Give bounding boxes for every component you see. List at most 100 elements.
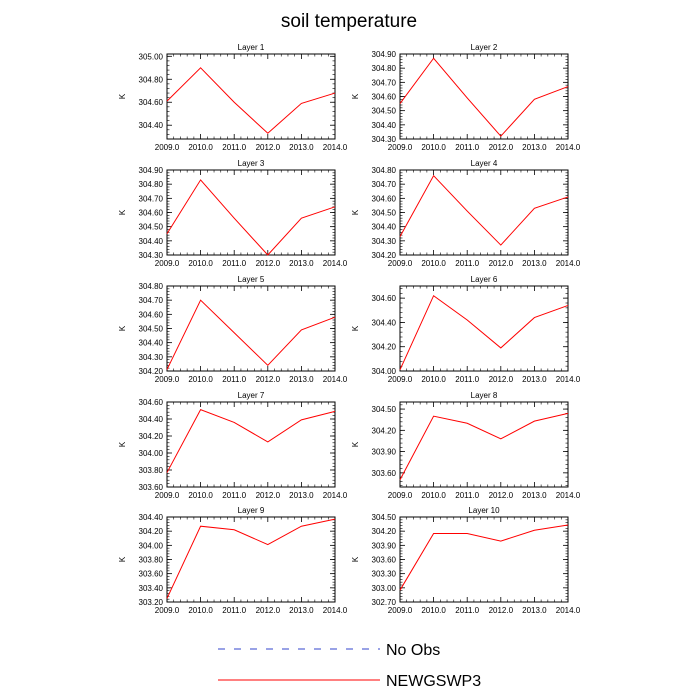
y-tick-label: 304.20 — [139, 367, 164, 376]
x-tick-label: 2013.0 — [522, 491, 547, 500]
y-tick-label: 304.20 — [372, 426, 397, 435]
panel-title: Layer 1 — [238, 43, 265, 52]
x-tick-label: 2013.0 — [289, 606, 314, 615]
y-tick-label: 303.20 — [139, 598, 164, 607]
x-tick-label: 2011.0 — [222, 491, 246, 500]
panel-title: Layer 9 — [238, 506, 265, 515]
y-tick-label: 304.20 — [372, 343, 397, 352]
x-tick-label: 2010.0 — [188, 259, 213, 268]
x-tick-label: 2010.0 — [421, 606, 446, 615]
y-tick-label: 304.80 — [139, 75, 164, 84]
x-tick-label: 2014.0 — [556, 143, 581, 152]
x-tick-label: 2014.0 — [323, 259, 348, 268]
x-tick-label: 2012.0 — [489, 491, 514, 500]
x-tick-label: 2013.0 — [522, 375, 547, 384]
y-tick-label: 303.00 — [372, 584, 397, 593]
y-axis-label: K — [351, 93, 360, 99]
series-line-newgswp3 — [399, 174, 569, 246]
x-tick-label: 2012.0 — [256, 491, 281, 500]
x-tick-label: 2013.0 — [522, 606, 547, 615]
x-tick-label: 2014.0 — [323, 491, 348, 500]
x-tick-label: 2012.0 — [256, 375, 281, 384]
x-tick-label: 2011.0 — [222, 375, 246, 384]
x-tick-label: 2011.0 — [455, 143, 479, 152]
y-tick-label: 304.80 — [139, 180, 164, 189]
x-tick-label: 2013.0 — [522, 259, 547, 268]
y-tick-label: 304.40 — [139, 121, 164, 130]
legend-label-no-obs: No Obs — [386, 642, 440, 659]
panels-group: Layer 1 K 2009.0 2010.0 2011.0 2012.0 2013.0 20… — [118, 43, 581, 615]
x-tick-label: 2014.0 — [323, 143, 348, 152]
y-tick-label: 303.90 — [372, 448, 397, 457]
y-tick-label: 304.60 — [372, 294, 397, 303]
y-tick-label: 304.00 — [139, 541, 164, 550]
x-tick-label: 2009.0 — [388, 375, 413, 384]
x-tick-label: 2013.0 — [289, 259, 314, 268]
x-tick-label: 2011.0 — [455, 491, 479, 500]
x-tick-label: 2010.0 — [188, 375, 213, 384]
panel-layer-5: Layer 5 K 2009.0 2010.0 2011.0 2012.0 2013.0 20… — [118, 275, 348, 384]
legend: No Obs NEWGSWP3 — [218, 642, 481, 690]
y-tick-label: 304.30 — [372, 135, 397, 144]
y-tick-label: 303.80 — [139, 466, 164, 475]
x-tick-label: 2009.0 — [155, 375, 180, 384]
y-tick-label: 304.90 — [139, 166, 164, 175]
x-tick-label: 2014.0 — [556, 375, 581, 384]
y-tick-label: 304.80 — [372, 166, 397, 175]
y-tick-label: 304.60 — [139, 98, 164, 107]
panel-frame — [166, 169, 336, 256]
x-tick-label: 2009.0 — [155, 143, 180, 152]
series-line-newgswp3 — [166, 179, 336, 256]
chart-title: soil temperature — [281, 11, 417, 32]
y-tick-label: 304.70 — [372, 78, 397, 87]
y-tick-label: 303.60 — [139, 483, 164, 492]
y-axis-label: K — [351, 325, 360, 331]
panel-frame — [399, 169, 569, 256]
y-tick-label: 304.30 — [372, 237, 397, 246]
y-axis-label: K — [118, 209, 127, 215]
y-tick-label: 303.30 — [372, 570, 397, 579]
panel-frame — [166, 401, 336, 488]
x-tick-label: 2013.0 — [289, 375, 314, 384]
y-tick-label: 303.80 — [139, 556, 164, 565]
y-tick-label: 304.50 — [372, 107, 397, 116]
y-tick-label: 303.60 — [372, 556, 397, 565]
y-tick-label: 304.00 — [139, 449, 164, 458]
x-tick-label: 2014.0 — [323, 606, 348, 615]
x-tick-label: 2012.0 — [256, 606, 281, 615]
x-tick-label: 2009.0 — [388, 259, 413, 268]
series-line-newgswp3 — [399, 412, 569, 481]
y-tick-label: 304.60 — [139, 209, 164, 218]
x-tick-label: 2011.0 — [455, 375, 479, 384]
panel-frame — [166, 516, 336, 603]
x-tick-label: 2009.0 — [388, 143, 413, 152]
panel-layer-10: Layer 10 K 2009.0 2010.0 2011.0 2012.0 2013.0 2… — [351, 506, 581, 615]
x-tick-label: 2010.0 — [421, 491, 446, 500]
panel-title: Layer 8 — [471, 391, 498, 400]
y-axis-label: K — [118, 441, 127, 447]
x-tick-label: 2010.0 — [421, 259, 446, 268]
panel-layer-1: Layer 1 K 2009.0 2010.0 2011.0 2012.0 2013.0 20… — [118, 43, 348, 152]
y-axis-label: K — [118, 325, 127, 331]
y-tick-label: 304.60 — [139, 398, 164, 407]
panel-title: Layer 2 — [471, 43, 498, 52]
x-tick-label: 2010.0 — [421, 143, 446, 152]
y-tick-label: 304.20 — [372, 251, 397, 260]
y-tick-label: 304.50 — [372, 513, 397, 522]
x-tick-label: 2012.0 — [489, 606, 514, 615]
y-tick-label: 304.40 — [139, 339, 164, 348]
panel-title: Layer 7 — [238, 391, 265, 400]
series-line-newgswp3 — [166, 518, 336, 599]
x-tick-label: 2011.0 — [222, 606, 246, 615]
series-line-newgswp3 — [399, 294, 569, 370]
y-tick-label: 304.60 — [372, 93, 397, 102]
x-tick-label: 2012.0 — [489, 375, 514, 384]
x-tick-label: 2014.0 — [323, 375, 348, 384]
y-tick-label: 304.40 — [372, 318, 397, 327]
x-tick-label: 2010.0 — [421, 375, 446, 384]
panel-layer-9: Layer 9 K 2009.0 2010.0 2011.0 2012.0 2013.0 20… — [118, 506, 348, 615]
y-axis-label: K — [118, 93, 127, 99]
x-tick-label: 2010.0 — [188, 143, 213, 152]
x-tick-label: 2011.0 — [222, 259, 246, 268]
